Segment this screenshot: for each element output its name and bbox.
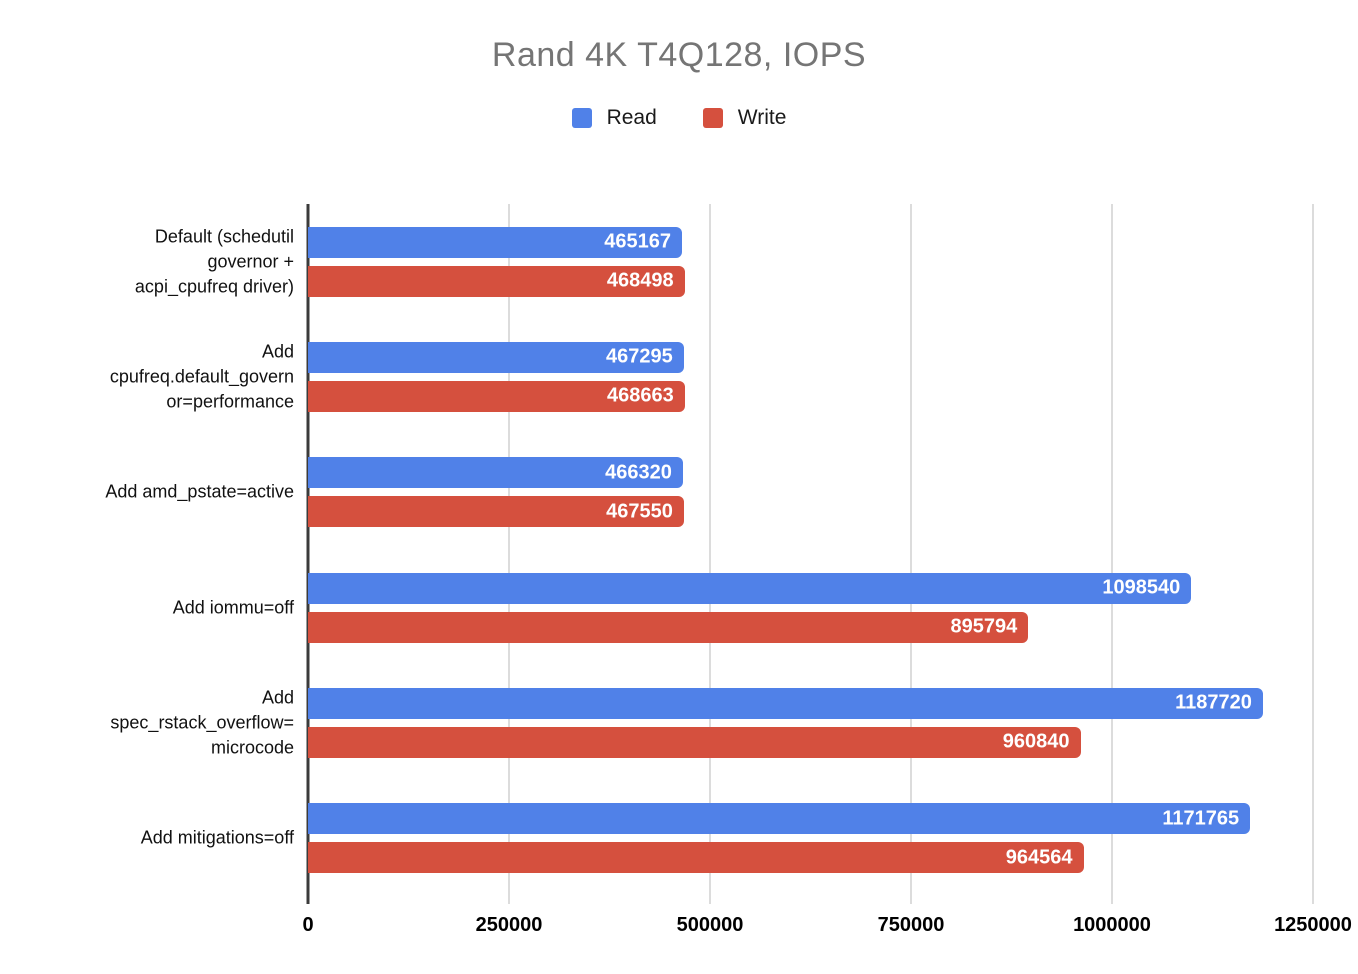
chart-row: Add mitigations=off 1171765 964564 — [141, 781, 1313, 896]
write-bar: 468663 — [308, 380, 685, 412]
category-label: Add spec_rstack_overflow= microcode — [110, 687, 294, 758]
legend-label: Read — [606, 106, 657, 129]
gridline — [1111, 204, 1113, 904]
bar-value-label: 960840 — [1002, 730, 1070, 753]
axis-zero-line — [306, 204, 310, 904]
x-tick-label: 1250000 — [1274, 914, 1352, 936]
bar-value-label: 1187720 — [1175, 691, 1252, 714]
bar-value-label: 895794 — [950, 615, 1018, 638]
legend-label: Write — [737, 106, 787, 129]
read-bar: 465167 — [308, 226, 682, 258]
chart-row: Add iommu=off 1098540 895794 — [173, 550, 1313, 665]
gridline — [508, 204, 510, 904]
write-bar: 960840 — [308, 726, 1081, 758]
gridline — [709, 204, 711, 904]
bar-value-label: 466320 — [605, 461, 672, 484]
chart-title: Rand 4K T4Q128, IOPS — [491, 36, 867, 74]
write-bar: 467550 — [308, 496, 684, 528]
chart-row: Default (schedutil governor + acpi_cpufr… — [135, 204, 1313, 319]
bar-chart: Rand 4K T4Q128, IOPS Read Write Default (… — [0, 36, 1358, 936]
bar-value-label: 1171765 — [1162, 807, 1240, 830]
bar-value-label: 964564 — [1005, 846, 1073, 869]
category-label: Add amd_pstate=active — [105, 481, 294, 502]
x-tick-label: 500000 — [676, 914, 744, 936]
x-tick-label: 0 — [302, 914, 314, 936]
gridline — [910, 204, 912, 904]
category-label: Add iommu=off — [172, 597, 294, 618]
read-bar: 1171765 — [308, 803, 1251, 835]
category-label: Add cpufreq.default_govern or=performanc… — [109, 341, 294, 412]
category-label: Default (schedutil governor + acpi_cpufr… — [134, 226, 294, 297]
x-tick-label: 750000 — [877, 914, 945, 936]
bar-value-label: 468663 — [607, 384, 674, 407]
plot-area: Default (schedutil governor + acpi_cpufr… — [105, 204, 1352, 936]
legend: Read Write — [0, 105, 1358, 131]
legend-item-write: Write — [702, 106, 787, 130]
chart-row: Add spec_rstack_overflow= microcode 11877… — [110, 665, 1313, 780]
gridline — [1312, 204, 1314, 904]
bar-value-label: 467550 — [606, 500, 673, 523]
read-bar: 467295 — [308, 341, 684, 373]
x-tick-label: 1000000 — [1073, 914, 1151, 936]
write-bar: 468498 — [308, 265, 685, 297]
chart-row: Add amd_pstate=active 466320 467550 — [105, 435, 1313, 550]
read-bar: 466320 — [308, 457, 683, 489]
bar-value-label: 468498 — [606, 269, 674, 292]
read-swatch — [571, 108, 592, 128]
bar-value-label: 465167 — [604, 230, 671, 253]
write-bar: 964564 — [308, 842, 1084, 874]
bar-value-label: 1098540 — [1102, 576, 1181, 599]
write-bar: 895794 — [308, 611, 1029, 643]
bar-value-label: 467295 — [605, 345, 673, 368]
write-swatch — [702, 108, 723, 128]
legend-item-read: Read — [571, 106, 657, 130]
read-bar: 1098540 — [308, 572, 1192, 604]
rows-layer: Default (schedutil governor + acpi_cpufr… — [105, 204, 1313, 896]
chart-row: Add cpufreq.default_govern or=performanc… — [110, 319, 1313, 434]
x-tick-label: 250000 — [475, 914, 543, 936]
category-label: Add mitigations=off — [140, 827, 294, 848]
read-bar: 1187720 — [308, 687, 1263, 719]
